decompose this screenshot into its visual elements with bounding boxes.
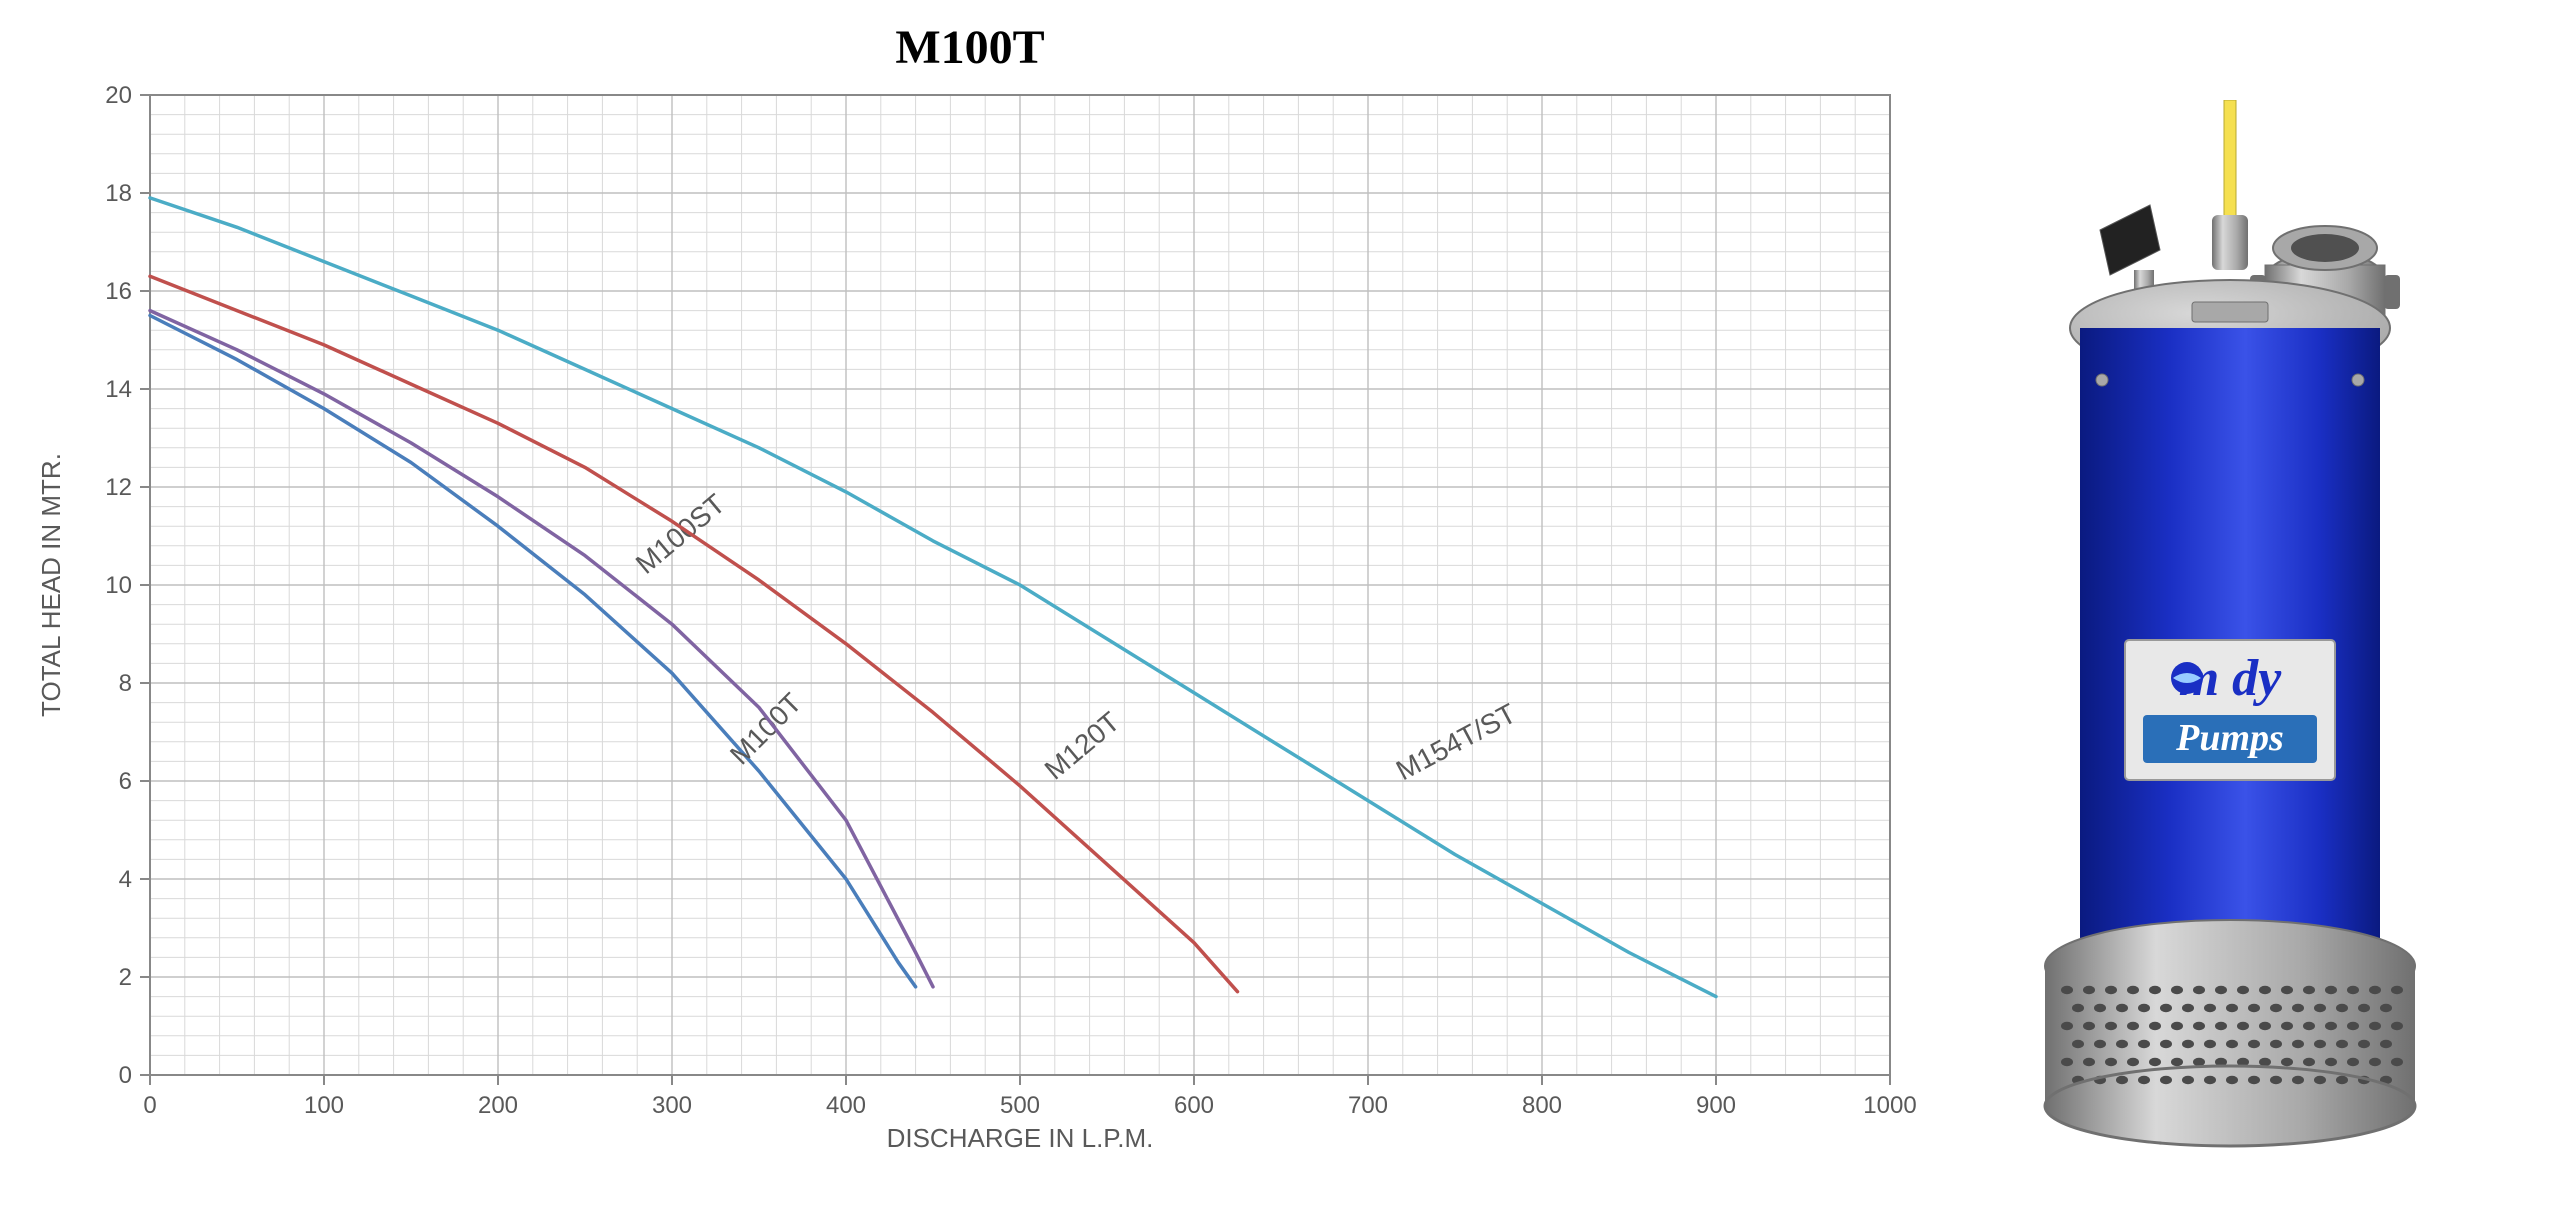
svg-text:1000: 1000 xyxy=(1863,1092,1916,1119)
svg-text:2: 2 xyxy=(119,964,132,991)
svg-text:200: 200 xyxy=(478,1092,518,1119)
product-illustration: m dyPumps xyxy=(1970,100,2490,1160)
svg-text:Pumps: Pumps xyxy=(2175,717,2284,759)
chart-container: M100T 0 100 200 300 400 500 600 700 800 900 1000 0 2… xyxy=(20,20,1920,1170)
chart-svg: 0 100 200 300 400 500 600 700 800 900 1000 0 2 4 6 8 10 1… xyxy=(20,85,1920,1165)
chart-svg-wrap: 0 100 200 300 400 500 600 700 800 900 1000 0 2 4 6 8 10 1… xyxy=(20,85,1920,1170)
svg-text:6: 6 xyxy=(119,768,132,795)
svg-text:10: 10 xyxy=(105,572,132,599)
svg-text:900: 900 xyxy=(1696,1092,1736,1119)
svg-text:12: 12 xyxy=(105,474,132,501)
svg-text:TOTAL HEAD IN MTR.: TOTAL HEAD IN MTR. xyxy=(36,453,66,717)
svg-text:300: 300 xyxy=(652,1092,692,1119)
svg-text:14: 14 xyxy=(105,376,132,403)
svg-text:0: 0 xyxy=(143,1092,156,1119)
svg-text:0: 0 xyxy=(119,1062,132,1089)
svg-text:8: 8 xyxy=(119,670,132,697)
chart-title: M100T xyxy=(20,20,1920,75)
svg-text:20: 20 xyxy=(105,85,132,109)
svg-text:100: 100 xyxy=(304,1092,344,1119)
svg-text:400: 400 xyxy=(826,1092,866,1119)
svg-text:DISCHARGE IN L.P.M.: DISCHARGE IN L.P.M. xyxy=(887,1123,1154,1153)
svg-text:800: 800 xyxy=(1522,1092,1562,1119)
svg-text:500: 500 xyxy=(1000,1092,1040,1119)
svg-text:16: 16 xyxy=(105,278,132,305)
product-container: m dyPumps xyxy=(1920,20,2540,1160)
svg-text:600: 600 xyxy=(1174,1092,1214,1119)
svg-text:700: 700 xyxy=(1348,1092,1388,1119)
svg-text:4: 4 xyxy=(119,866,132,893)
svg-text:18: 18 xyxy=(105,180,132,207)
